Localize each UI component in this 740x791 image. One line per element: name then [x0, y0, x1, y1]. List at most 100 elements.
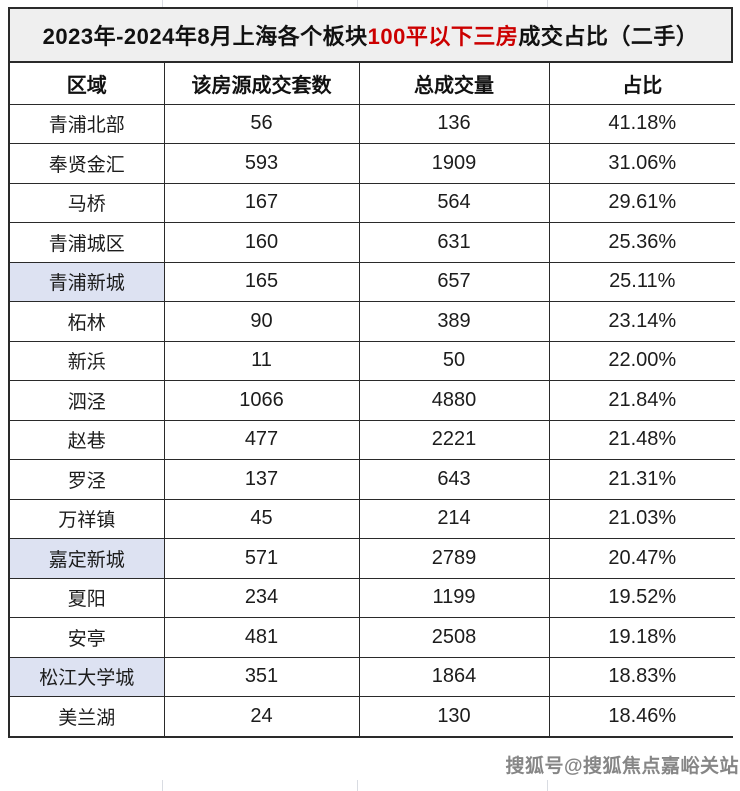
region-cell: 赵巷 [10, 419, 165, 460]
region-cell: 美兰湖 [10, 696, 165, 736]
region-cell: 夏阳 [10, 577, 165, 618]
region-cell: 青浦城区 [10, 222, 165, 263]
table-header: 区域 该房源成交套数 总成交量 占比 [10, 63, 735, 105]
column-header-total: 总成交量 [358, 63, 550, 105]
share-cell: 25.36% [548, 222, 735, 263]
share-cell: 29.61% [548, 182, 735, 223]
region-cell: 嘉定新城 [10, 538, 165, 579]
total-cell: 1864 [358, 656, 550, 697]
total-cell: 214 [358, 498, 550, 539]
region-cell: 万祥镇 [10, 498, 165, 539]
units-cell: 45 [163, 498, 360, 539]
table-row: 青浦新城 165 657 25.11% [10, 261, 735, 302]
share-cell: 21.03% [548, 498, 735, 539]
units-cell: 11 [163, 340, 360, 381]
table-row: 罗泾 137 643 21.31% [10, 459, 735, 500]
region-cell: 松江大学城 [10, 656, 165, 697]
total-cell: 2508 [358, 617, 550, 658]
total-cell: 389 [358, 301, 550, 342]
table-row: 柘林 90 389 23.14% [10, 301, 735, 342]
units-cell: 234 [163, 577, 360, 618]
units-cell: 593 [163, 143, 360, 184]
share-cell: 21.48% [548, 419, 735, 460]
table-title: 2023年-2024年8月上海各个板块 100平以下三房 成交占比（二手） [10, 9, 731, 63]
units-cell: 137 [163, 459, 360, 500]
units-cell: 24 [163, 696, 360, 736]
title-prefix: 2023年-2024年8月上海各个板块 [42, 24, 368, 49]
share-cell: 19.18% [548, 617, 735, 658]
share-cell: 21.31% [548, 459, 735, 500]
column-header-units: 该房源成交套数 [163, 63, 360, 105]
gridline-stub [162, 0, 163, 7]
total-cell: 643 [358, 459, 550, 500]
share-cell: 19.52% [548, 577, 735, 618]
region-cell: 罗泾 [10, 459, 165, 500]
transactions-table: 区域 该房源成交套数 总成交量 占比 青浦北部 56 136 41.18% 奉贤金汇 59… [10, 63, 735, 736]
total-cell: 130 [358, 696, 550, 736]
total-cell: 1909 [358, 143, 550, 184]
column-header-region: 区域 [10, 63, 165, 105]
total-cell: 4880 [358, 380, 550, 421]
share-cell: 20.47% [548, 538, 735, 579]
table-row: 美兰湖 24 130 18.46% [10, 696, 735, 736]
table-row: 松江大学城 351 1864 18.83% [10, 656, 735, 697]
header-row: 区域 该房源成交套数 总成交量 占比 [10, 63, 735, 105]
total-cell: 564 [358, 182, 550, 223]
share-cell: 41.18% [548, 103, 735, 144]
units-cell: 90 [163, 301, 360, 342]
share-cell: 31.06% [548, 143, 735, 184]
title-suffix: 成交占比（二手） [518, 24, 699, 49]
share-cell: 18.46% [548, 696, 735, 736]
units-cell: 56 [163, 103, 360, 144]
table-row: 赵巷 477 2221 21.48% [10, 419, 735, 460]
gridline-stub [547, 0, 548, 7]
table-row: 新浜 11 50 22.00% [10, 340, 735, 381]
region-cell: 安亭 [10, 617, 165, 658]
total-cell: 2789 [358, 538, 550, 579]
total-cell: 1199 [358, 577, 550, 618]
gridline-stub [547, 780, 548, 791]
table-row: 嘉定新城 571 2789 20.47% [10, 538, 735, 579]
units-cell: 167 [163, 182, 360, 223]
units-cell: 1066 [163, 380, 360, 421]
region-cell: 柘林 [10, 301, 165, 342]
region-cell: 青浦北部 [10, 103, 165, 144]
region-cell: 奉贤金汇 [10, 143, 165, 184]
units-cell: 481 [163, 617, 360, 658]
share-cell: 18.83% [548, 656, 735, 697]
units-cell: 351 [163, 656, 360, 697]
table-row: 青浦城区 160 631 25.36% [10, 222, 735, 263]
column-header-share: 占比 [548, 63, 735, 105]
table-row: 泗泾 1066 4880 21.84% [10, 380, 735, 421]
watermark: 搜狐号@搜狐焦点嘉峪关站 [505, 756, 739, 777]
units-cell: 160 [163, 222, 360, 263]
gridline-stub [357, 780, 358, 791]
table-row: 万祥镇 45 214 21.03% [10, 498, 735, 539]
table-row: 安亭 481 2508 19.18% [10, 617, 735, 658]
gridline-stub [162, 780, 163, 791]
total-cell: 136 [358, 103, 550, 144]
region-cell: 新浜 [10, 340, 165, 381]
table-row: 马桥 167 564 29.61% [10, 182, 735, 223]
total-cell: 631 [358, 222, 550, 263]
table-row: 青浦北部 56 136 41.18% [10, 103, 735, 144]
total-cell: 2221 [358, 419, 550, 460]
share-cell: 25.11% [548, 261, 735, 302]
region-cell: 青浦新城 [10, 261, 165, 302]
region-cell: 泗泾 [10, 380, 165, 421]
share-cell: 22.00% [548, 340, 735, 381]
table-row: 奉贤金汇 593 1909 31.06% [10, 143, 735, 184]
region-cell: 马桥 [10, 182, 165, 223]
share-cell: 21.84% [548, 380, 735, 421]
gridline-stub [357, 0, 358, 7]
data-table-container: 2023年-2024年8月上海各个板块 100平以下三房 成交占比（二手） 区域 该… [8, 7, 735, 738]
table-body: 青浦北部 56 136 41.18% 奉贤金汇 593 1909 31.06% 马桥 167 564… [10, 103, 735, 736]
table-row: 夏阳 234 1199 19.52% [10, 577, 735, 618]
title-highlight-red: 100平以下三房 [367, 24, 519, 49]
units-cell: 477 [163, 419, 360, 460]
total-cell: 657 [358, 261, 550, 302]
units-cell: 571 [163, 538, 360, 579]
units-cell: 165 [163, 261, 360, 302]
total-cell: 50 [358, 340, 550, 381]
